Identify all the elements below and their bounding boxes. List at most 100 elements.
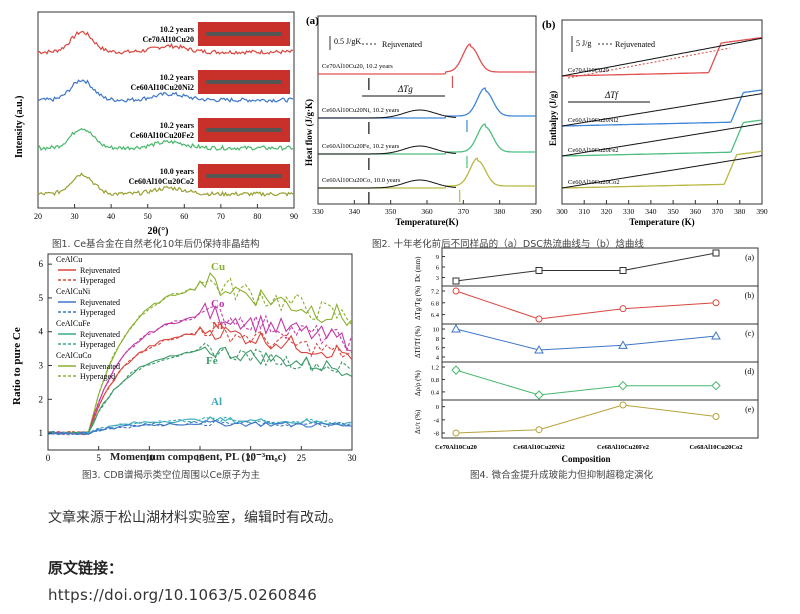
fig3-ytick-label: 2 <box>39 394 44 404</box>
fig1-xtick-label: 80 <box>253 212 261 221</box>
fig4-ytick-label: 6.4 <box>431 312 440 319</box>
legend-rejuvenated: Rejuvenated <box>80 362 120 371</box>
fig2a-xtick-label: 330 <box>312 207 324 216</box>
fig4-panel-tag: (d) <box>745 367 755 376</box>
fig4-series-line <box>455 404 717 434</box>
enthalpy-aged-curve <box>561 93 763 127</box>
fig4-marker <box>711 330 721 340</box>
fig2a-xtick-label: 380 <box>494 207 506 216</box>
fig3-xlabel: Momentum component, PL (10⁻³m₀c) <box>110 451 287 463</box>
cdb-curve <box>47 420 353 436</box>
fig4-ytick-label: 0 <box>436 404 439 411</box>
fig4-panel-ylabel: Δτ/τ (%) <box>414 409 422 434</box>
fig2b-xtick-label: 310 <box>579 207 591 216</box>
legend-alloy: CeAlCuNi <box>56 287 91 296</box>
fig4-panel-tag: (b) <box>745 291 755 300</box>
dsc-aged-curve <box>318 145 457 155</box>
fig2a-ylabel: Heat flow (J/g·K) <box>304 99 314 166</box>
fig4-series-line <box>455 328 717 351</box>
fig4-marker <box>452 429 460 437</box>
fig3-xtick-label: 5 <box>96 453 101 462</box>
dsc-aged-curve <box>318 109 457 119</box>
fig3-xtick-label: 15 <box>196 453 206 462</box>
enthalpy-curve <box>562 119 763 157</box>
sample-years: 10.2 years <box>160 121 194 130</box>
sample-alloy: Ce60Al10Cu20Co2 <box>129 177 194 186</box>
dsc-curve-label: Ce70Al10Cu20, 10.2 years <box>322 63 393 70</box>
legend-rejuvenated: Rejuvenated <box>80 330 120 339</box>
figure-2-dsc-plots: (a) 0.5 J/gK Rejuvenated Ce70Al10Cu20, 1… <box>304 15 768 227</box>
fig3-ytick-label: 6 <box>39 259 44 269</box>
legend-rejuvenated: Rejuvenated <box>80 298 120 307</box>
fig2b-xtick-label: 350 <box>667 207 679 216</box>
fig4-category-label: Ce68Al10Cu20Ni2 <box>513 444 565 451</box>
fig4-series-line <box>455 290 717 320</box>
fig4-marker <box>535 315 543 323</box>
sample-rod <box>206 128 282 132</box>
enthalpy-curve <box>562 150 763 189</box>
fig4-marker <box>712 249 720 257</box>
dsc-curve-label: Ce60Al10Cu20Fe, 10.2 years <box>322 143 400 150</box>
fig4-ytick-label: 6 <box>436 265 440 272</box>
fig3-xtick-label: 30 <box>348 453 358 462</box>
fig4-ytick-label: 1.2 <box>431 365 439 372</box>
fig4-panel-tag: (c) <box>745 329 754 338</box>
fig1-xtick-label: 70 <box>217 212 225 221</box>
fig4-ytick-label: 7.2 <box>431 289 439 296</box>
link-title: 原文链接： <box>48 559 124 577</box>
fig4-panel-ylabel: ΔTg/Tg (%) <box>414 285 422 320</box>
source-note: 文章来源于松山湖材料实验室，编辑时有改动。 <box>48 510 342 526</box>
enthalpy-aged-curve <box>561 155 763 189</box>
sample-years: 10.2 years <box>160 25 194 34</box>
legend-alloy: CeAlCuFe <box>56 319 91 328</box>
xrd-curve <box>37 172 294 198</box>
fig4-ytick-label: 0.4 <box>431 389 440 396</box>
fig4-xlabel: Composition <box>561 454 610 464</box>
legend-hyperaged: Hyperaged <box>80 308 115 317</box>
fig2a-panel-tag: (a) <box>306 15 319 27</box>
fig4-marker <box>618 380 628 391</box>
enthalpy-curve-label: Ce60Al10Cu20Fe2 <box>568 147 619 154</box>
fig2a-legend: Rejuvenated <box>382 40 422 49</box>
fig4-caption: 图4. 微合金提升成玻能力但抑制超稳定演化 <box>470 470 654 481</box>
fig4-ytick-label: -4 <box>434 417 440 424</box>
fig4-ytick-label: -8 <box>434 431 439 438</box>
fig3-ytick-label: 4 <box>39 327 44 337</box>
fig4-ytick-label: 10 <box>433 327 440 334</box>
fig2a-delta: ΔTg <box>397 84 413 94</box>
element-label: Al <box>211 396 222 408</box>
fig1-caption: 图1. Ce基合金在自然老化10年后仍保持非晶结构 <box>52 239 260 250</box>
fig3-xtick-label: 10 <box>145 453 155 462</box>
doi-link[interactable]: https://doi.org/10.1063/5.0260846 <box>48 586 318 604</box>
fig1-xlabel: 2θ(°) <box>148 226 169 237</box>
fig4-marker <box>452 277 460 285</box>
fig4-marker <box>534 390 544 400</box>
legend-hyperaged: Hyperaged <box>80 372 115 381</box>
cdb-curve <box>47 416 353 435</box>
fig2b-panel-tag: (b) <box>542 19 556 31</box>
fig4-panel-frame <box>441 285 759 325</box>
fig4-marker <box>452 287 460 295</box>
cdb-curve <box>47 342 353 436</box>
fig3-xtick-label: 0 <box>46 453 51 462</box>
fig1-xtick-label: 40 <box>107 212 115 221</box>
fig4-ytick-label: 9 <box>436 254 439 261</box>
fig4-ytick-label: 8 <box>436 336 439 343</box>
fig2b-xtick-label: 390 <box>756 207 768 216</box>
fig2b-xtick-label: 370 <box>712 207 724 216</box>
legend-rejuvenated: Rejuvenated <box>80 266 120 275</box>
fig3-caption: 图3. CDB谱揭示类空位周围以Ce原子为主 <box>82 470 261 481</box>
enthalpy-curve-label: Ce70Al10Cu20 <box>568 67 609 74</box>
fig4-panel-ylabel: Dc (mm) <box>414 256 422 282</box>
fig4-marker <box>712 413 720 421</box>
fig4-marker <box>535 426 543 434</box>
fig3-xtick-label: 25 <box>297 453 307 462</box>
fig4-ytick-label: 6 <box>436 345 440 352</box>
fig4-marker <box>535 267 543 274</box>
legend-hyperaged: Hyperaged <box>80 340 115 349</box>
fig4-marker <box>618 340 628 349</box>
cdb-curve <box>47 416 353 436</box>
fig4-ytick-label: 6.8 <box>431 300 439 307</box>
fig1-xtick-label: 90 <box>290 212 298 221</box>
fig2b-legend: Rejuvenated <box>615 40 655 49</box>
